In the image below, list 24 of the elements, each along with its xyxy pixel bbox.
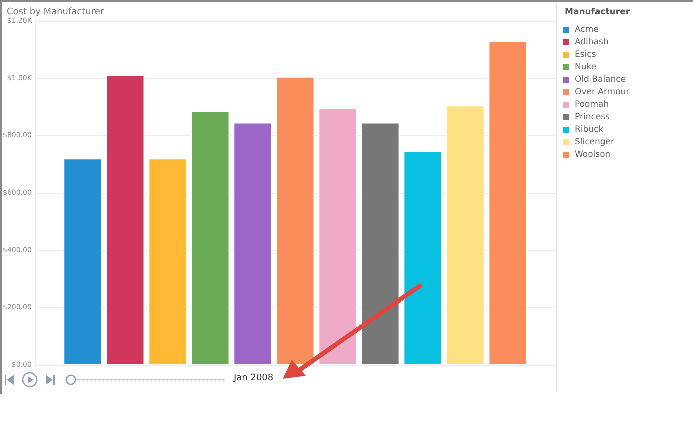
bar <box>234 122 272 365</box>
legend-label: Old Balance <box>575 75 626 85</box>
bar <box>446 106 485 365</box>
bar <box>488 41 528 365</box>
bar <box>318 108 358 365</box>
legend-label: Esics <box>575 50 597 60</box>
legend-title: Manufacturer <box>565 8 631 18</box>
legend-label: Poomah <box>575 100 610 110</box>
legend-label: Princess <box>575 112 611 122</box>
text: Jan 2008 <box>233 374 274 384</box>
bar <box>64 158 102 365</box>
legend-label: Acme <box>575 25 599 35</box>
bar <box>191 111 230 365</box>
legend-label: Over Armour <box>575 88 630 98</box>
legend-label: Adihash <box>575 38 609 48</box>
legend-label: Ribuck <box>575 125 604 135</box>
legend-label: Slicenger <box>575 138 616 148</box>
legend-label: Woolson <box>575 150 611 160</box>
bar <box>106 75 145 365</box>
bar <box>361 122 400 365</box>
legend-label: Nuke <box>575 62 597 72</box>
bar <box>148 158 188 365</box>
chart-title: Cost by Manufacturer <box>7 8 104 18</box>
bar <box>404 151 442 365</box>
